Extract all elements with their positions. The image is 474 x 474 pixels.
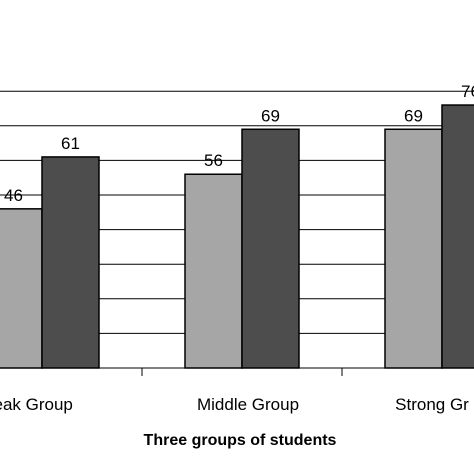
bar-2-series-2 (241, 128, 300, 369)
x-axis-ticks: Veak Group Middle Group Strong Gr (0, 368, 469, 414)
data-label: 76 (461, 82, 474, 101)
bars (0, 104, 474, 369)
bar-1-series-1 (0, 208, 43, 369)
x-tick-label: Middle Group (197, 395, 299, 414)
data-label: 69 (404, 106, 423, 125)
data-label: 69 (261, 106, 280, 125)
x-axis-title: Three groups of students (144, 432, 337, 449)
x-tick-label: Veak Group (0, 395, 73, 414)
data-label: 46 (4, 186, 23, 205)
data-label: 61 (61, 134, 80, 153)
bar-3-series-2 (441, 104, 474, 369)
bar-1-series-2 (41, 156, 100, 369)
bar-3-series-1 (384, 128, 443, 369)
data-label: 56 (204, 151, 223, 170)
bar-2-series-1 (184, 173, 243, 369)
value-labels: 46 61 56 69 69 76 (4, 82, 474, 205)
x-tick-label: Strong Gr (395, 395, 469, 414)
